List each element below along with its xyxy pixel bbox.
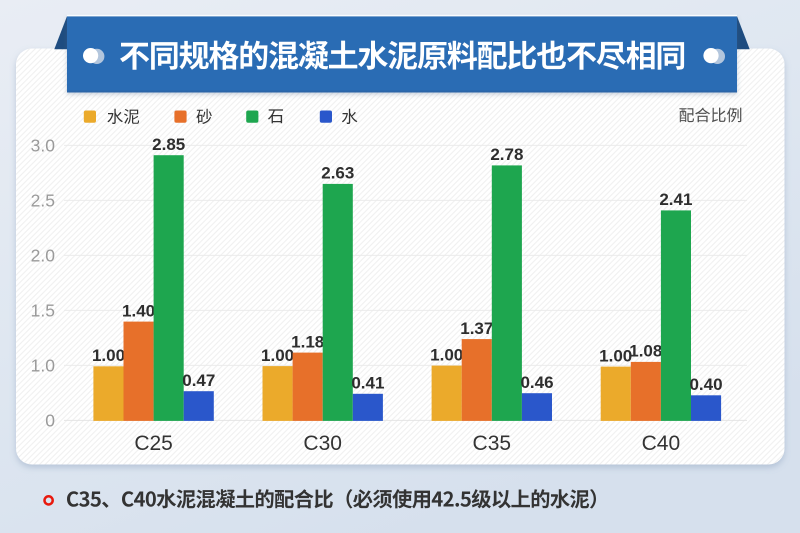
svg-text:1.37: 1.37 (460, 319, 493, 338)
svg-text:1.00: 1.00 (261, 346, 294, 365)
svg-text:2.0: 2.0 (31, 246, 56, 266)
svg-text:1.18: 1.18 (291, 332, 324, 351)
svg-text:2.78: 2.78 (490, 145, 523, 164)
svg-text:1.0: 1.0 (31, 356, 56, 376)
svg-text:1.5: 1.5 (31, 301, 55, 321)
svg-text:1.40: 1.40 (122, 301, 155, 320)
svg-text:1.00: 1.00 (430, 345, 463, 364)
svg-text:C40: C40 (642, 432, 681, 455)
svg-text:2.41: 2.41 (659, 190, 692, 209)
svg-text:0.41: 0.41 (351, 374, 384, 393)
svg-text:0.46: 0.46 (520, 373, 553, 392)
svg-text:1.00: 1.00 (92, 346, 125, 365)
svg-text:0: 0 (45, 411, 55, 431)
svg-text:3.0: 3.0 (31, 136, 56, 156)
svg-text:1.00: 1.00 (599, 346, 632, 365)
svg-text:2.63: 2.63 (321, 164, 354, 183)
svg-text:C35: C35 (473, 432, 512, 455)
svg-text:0.40: 0.40 (689, 375, 722, 394)
svg-text:1.08: 1.08 (629, 342, 662, 361)
svg-text:2.5: 2.5 (31, 191, 55, 211)
svg-text:C25: C25 (134, 432, 173, 455)
svg-text:0.47: 0.47 (182, 371, 215, 390)
svg-text:2.85: 2.85 (152, 135, 185, 154)
svg-text:C30: C30 (303, 432, 342, 455)
